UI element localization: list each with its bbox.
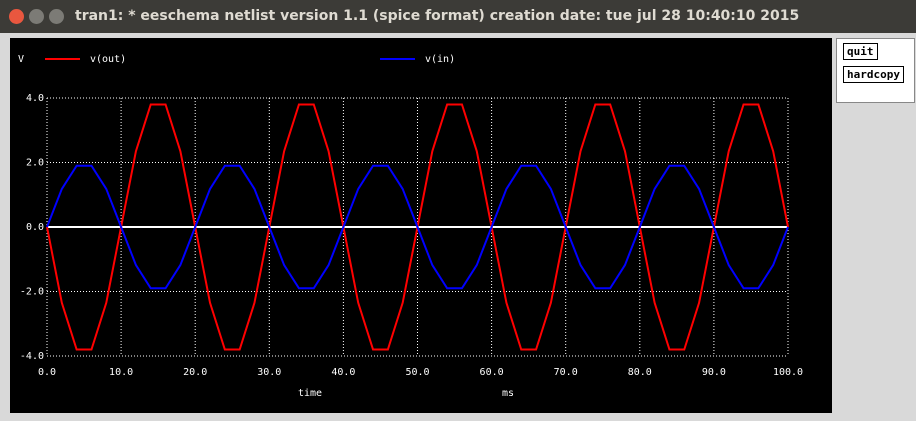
y-tick-label: 4.0 bbox=[26, 93, 44, 104]
y-axis-label: V bbox=[18, 54, 24, 65]
y-tick-label: -2.0 bbox=[20, 287, 44, 298]
y-tick-label: 0.0 bbox=[26, 222, 44, 233]
plot-background bbox=[10, 38, 832, 413]
x-tick-label: 50.0 bbox=[405, 367, 429, 378]
y-tick-label: -4.0 bbox=[20, 351, 44, 362]
close-button[interactable] bbox=[9, 9, 24, 24]
legend-label: v(out) bbox=[90, 54, 126, 65]
x-tick-label: 0.0 bbox=[38, 367, 56, 378]
x-tick-label: 60.0 bbox=[480, 367, 504, 378]
minimize-button[interactable] bbox=[29, 9, 44, 24]
maximize-button[interactable] bbox=[49, 9, 64, 24]
hardcopy-button[interactable]: hardcopy bbox=[843, 66, 904, 83]
legend-label: v(in) bbox=[425, 54, 455, 65]
x-tick-label: 70.0 bbox=[554, 367, 578, 378]
button-panel: quit hardcopy bbox=[836, 38, 915, 103]
x-tick-label: 80.0 bbox=[628, 367, 652, 378]
x-tick-label: 20.0 bbox=[183, 367, 207, 378]
x-tick-label: 30.0 bbox=[257, 367, 281, 378]
x-unit-label: ms bbox=[502, 388, 514, 399]
x-axis-label: time bbox=[298, 388, 322, 399]
window-title: tran1: * eeschema netlist version 1.1 (s… bbox=[75, 8, 800, 24]
quit-button[interactable]: quit bbox=[843, 43, 878, 60]
x-tick-label: 100.0 bbox=[773, 367, 803, 378]
x-tick-label: 90.0 bbox=[702, 367, 726, 378]
x-tick-label: 40.0 bbox=[331, 367, 355, 378]
y-tick-label: 2.0 bbox=[26, 158, 44, 169]
x-tick-label: 10.0 bbox=[109, 367, 133, 378]
series-line bbox=[46, 164, 789, 290]
title-bar: tran1: * eeschema netlist version 1.1 (s… bbox=[0, 0, 916, 33]
